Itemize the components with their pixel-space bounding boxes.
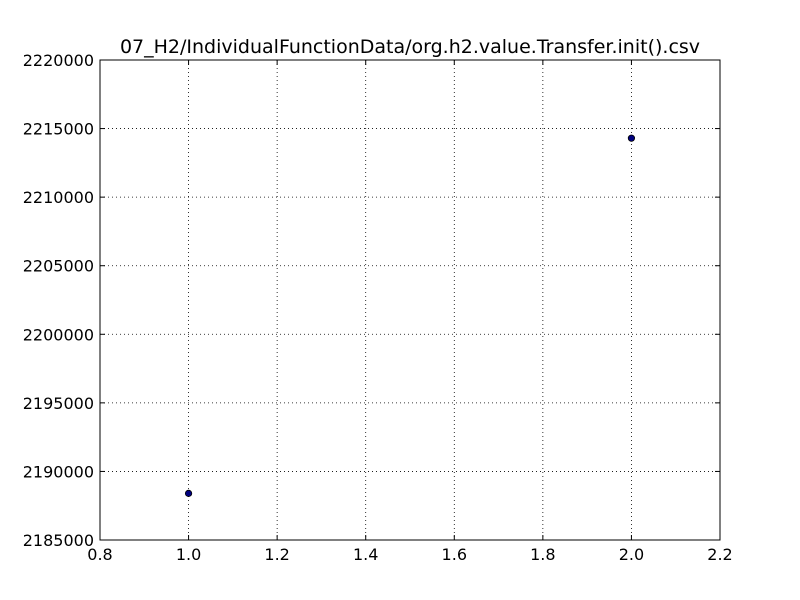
y-tick-label: 2200000 xyxy=(23,325,94,344)
x-tick-label: 0.8 xyxy=(87,545,112,564)
y-tick-label: 2210000 xyxy=(23,188,94,207)
data-points xyxy=(184,134,636,497)
y-tick-label: 2215000 xyxy=(23,120,94,139)
y-axis-tick-labels: 2185000 2190000 2195000 2200000 2205000 22100… xyxy=(23,51,94,550)
x-tick-label: 1.8 xyxy=(530,545,555,564)
x-tick-label: 1.4 xyxy=(353,545,378,564)
axis-ticks xyxy=(99,59,721,541)
chart-title: 07_H2/IndividualFunctionData/org.h2.valu… xyxy=(120,36,700,58)
x-tick-label: 1.2 xyxy=(264,545,289,564)
x-axis-tick-labels: 0.8 1.0 1.2 1.4 1.6 1.8 2.0 2.2 xyxy=(87,545,732,564)
x-tick-label: 2.2 xyxy=(707,545,732,564)
y-tick-label: 2205000 xyxy=(23,257,94,276)
x-tick-label: 1.0 xyxy=(176,545,201,564)
y-tick-label: 2190000 xyxy=(23,462,94,481)
x-tick-label: 1.6 xyxy=(442,545,467,564)
x-tick-label: 2.0 xyxy=(619,545,644,564)
y-tick-label: 2195000 xyxy=(23,394,94,413)
data-point xyxy=(184,489,193,497)
y-tick-label: 2220000 xyxy=(23,51,94,70)
data-point xyxy=(627,134,636,142)
y-tick-label: 2185000 xyxy=(23,531,94,550)
axes-frame xyxy=(99,59,721,541)
